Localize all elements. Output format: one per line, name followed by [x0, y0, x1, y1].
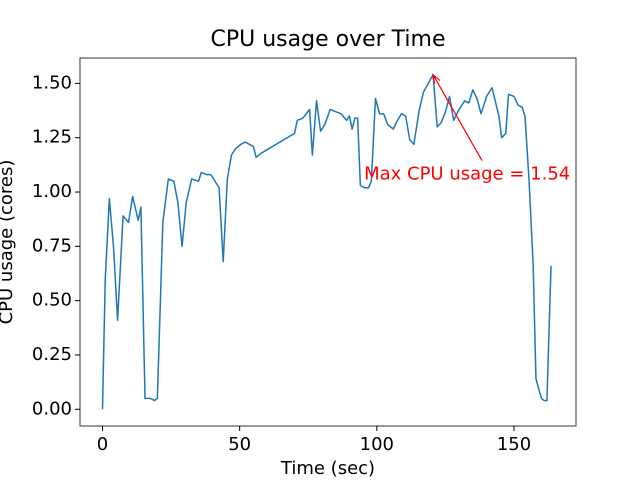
- x-tick-label: 50: [228, 434, 251, 455]
- axes-frame: [79, 57, 577, 427]
- x-tick-label: 100: [360, 434, 394, 455]
- x-axis-label: Time (sec): [280, 458, 375, 479]
- y-tick-label: 0.75: [32, 235, 72, 256]
- y-tick-label: 0.00: [32, 398, 72, 419]
- annotation-text: Max CPU usage = 1.54: [364, 164, 570, 185]
- x-tick-label: 150: [497, 434, 531, 455]
- x-tick-label: 0: [97, 434, 108, 455]
- y-tick-label: 0.25: [32, 344, 72, 365]
- data-line: [101, 73, 552, 410]
- annotation-arrow: [432, 73, 483, 162]
- y-tick-label: 0.50: [32, 290, 72, 311]
- y-axis-label: CPU usage (cores): [0, 160, 17, 325]
- y-tick-label: 1.50: [32, 72, 72, 93]
- y-tick-label: 1.25: [32, 127, 72, 148]
- chart-title: CPU usage over Time: [211, 27, 446, 52]
- y-tick-label: 1.00: [32, 181, 72, 202]
